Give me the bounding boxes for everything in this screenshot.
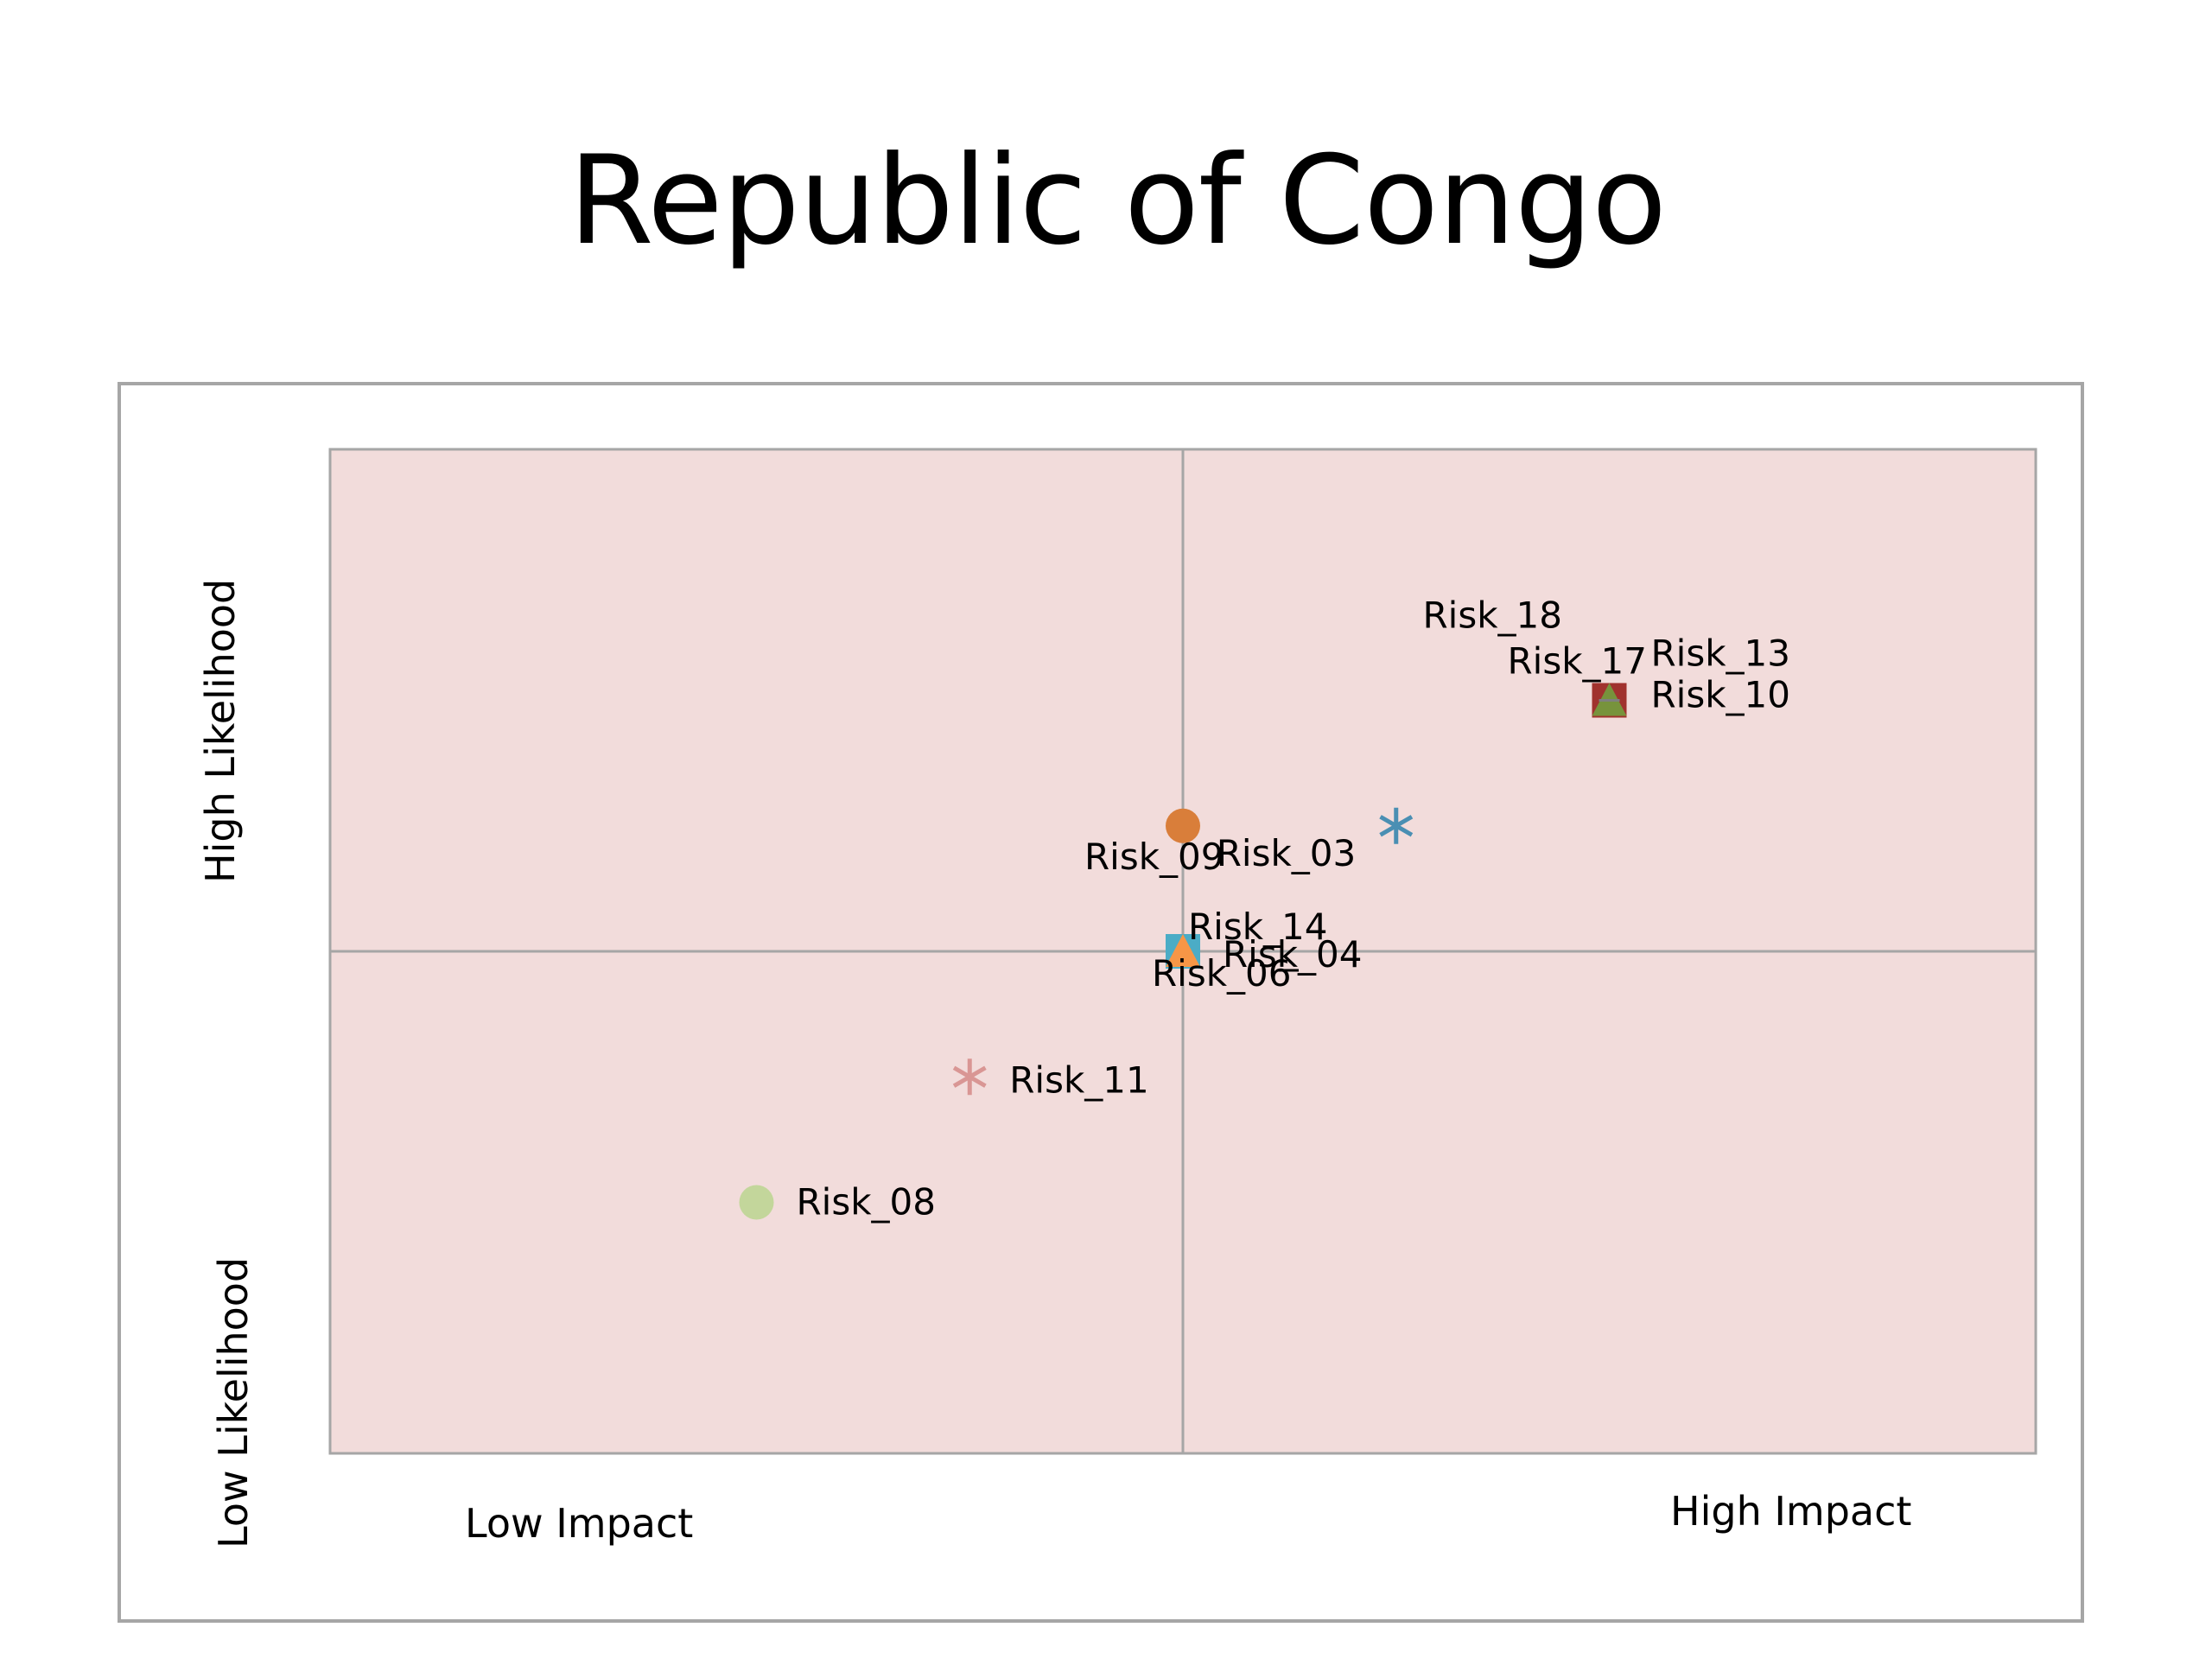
x-axis-low-label: Low Impact — [465, 1500, 694, 1547]
risk-11-label: Risk_11 — [1009, 1058, 1149, 1101]
risk-18-label: Risk_18 — [1423, 594, 1563, 637]
risk-13-label: Risk_13 — [1651, 632, 1791, 675]
risk-17-label: Risk_17 — [1508, 640, 1648, 683]
risk-08-label: Risk_08 — [797, 1181, 937, 1224]
risk-14-label: Risk_14 — [1188, 906, 1328, 948]
risk-08-marker — [739, 1185, 774, 1220]
slide-title: Republic of Congo — [568, 130, 1667, 272]
y-axis-low-label: Low Likelihood — [210, 1256, 257, 1548]
risk-04-label: Risk_04 — [1223, 933, 1363, 976]
risk-14-marker — [1166, 934, 1200, 967]
chart-frame: Risk_08 Risk_11 Risk_06 Risk_14 Risk_04 Risk_… — [118, 382, 2084, 1623]
risk-11-marker — [952, 1058, 987, 1096]
risk-06-label: Risk_06 — [1152, 952, 1292, 995]
x-axis-high-label: High Impact — [1670, 1488, 1912, 1535]
risk-10-label: Risk_10 — [1651, 674, 1791, 716]
risk-09-label: Risk_09 — [1084, 836, 1224, 878]
risk-03-marker — [1379, 807, 1414, 844]
risk-09-marker — [1166, 808, 1200, 843]
data-points — [739, 683, 1627, 1220]
risk-03-label: Risk_03 — [1217, 832, 1357, 874]
y-axis-high-label: High Likelihood — [197, 578, 244, 883]
